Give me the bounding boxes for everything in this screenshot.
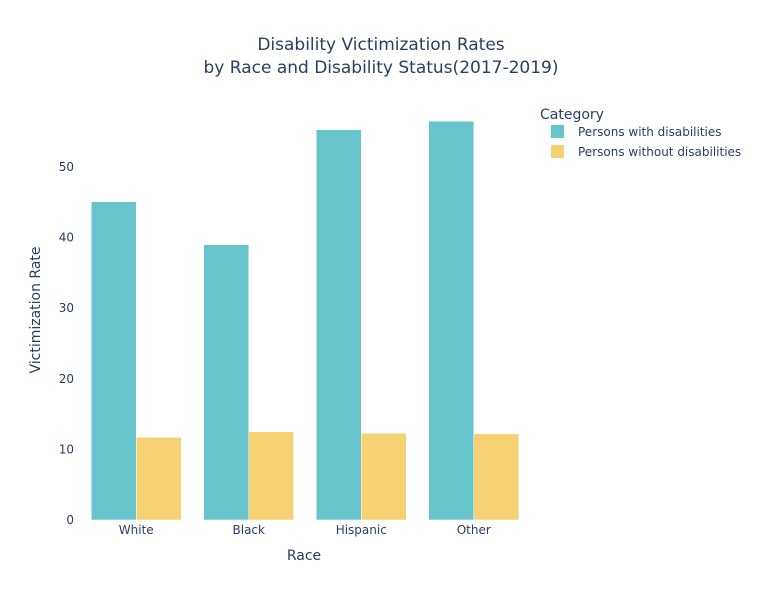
y-tick-label: 40: [59, 231, 74, 245]
bar-persons-without-disabilities-other[interactable]: [473, 433, 519, 521]
bar-persons-with-disabilities-white[interactable]: [91, 201, 137, 521]
legend-title: Category: [540, 107, 604, 123]
y-tick-label: 0: [66, 513, 74, 527]
legend-items: Persons with disabilities Persons without…: [551, 125, 741, 159]
legend-label: Persons with disabilities: [578, 125, 722, 139]
y-axis-ticks: 0 10 20 30 40 50: [59, 160, 74, 527]
y-tick-label: 10: [59, 442, 74, 456]
legend-label: Persons without disabilities: [578, 145, 741, 159]
bars-group: [91, 120, 519, 521]
legend-swatch: [551, 125, 564, 138]
legend-item[interactable]: Persons with disabilities: [551, 125, 722, 139]
bar-persons-with-disabilities-black[interactable]: [203, 244, 249, 521]
y-axis-title: Victimization Rate: [28, 246, 44, 373]
x-tick-label: White: [119, 523, 154, 537]
legend: Category Persons with disabilitiesPerson…: [540, 107, 741, 159]
x-tick-label: Hispanic: [336, 523, 387, 537]
y-tick-label: 20: [59, 372, 74, 386]
x-tick-label: Black: [233, 523, 266, 537]
x-axis-ticks: White Black Hispanic Other: [119, 523, 491, 537]
chart-title-line1: Disability Victimization Rates: [257, 35, 504, 55]
chart-title-line2: by Race and Disability Status(2017-2019): [204, 58, 559, 78]
bar-persons-without-disabilities-hispanic[interactable]: [361, 432, 407, 521]
x-axis-title: Race: [287, 548, 321, 564]
legend-swatch: [551, 145, 564, 158]
y-tick-label: 50: [59, 160, 74, 174]
x-tick-label: Other: [457, 523, 491, 537]
bar-persons-without-disabilities-white[interactable]: [136, 437, 182, 521]
bar-persons-with-disabilities-hispanic[interactable]: [316, 129, 362, 521]
y-tick-label: 30: [59, 301, 74, 315]
bar-persons-without-disabilities-black[interactable]: [248, 431, 294, 521]
bar-persons-with-disabilities-other[interactable]: [428, 120, 474, 521]
legend-item[interactable]: Persons without disabilities: [551, 145, 741, 159]
